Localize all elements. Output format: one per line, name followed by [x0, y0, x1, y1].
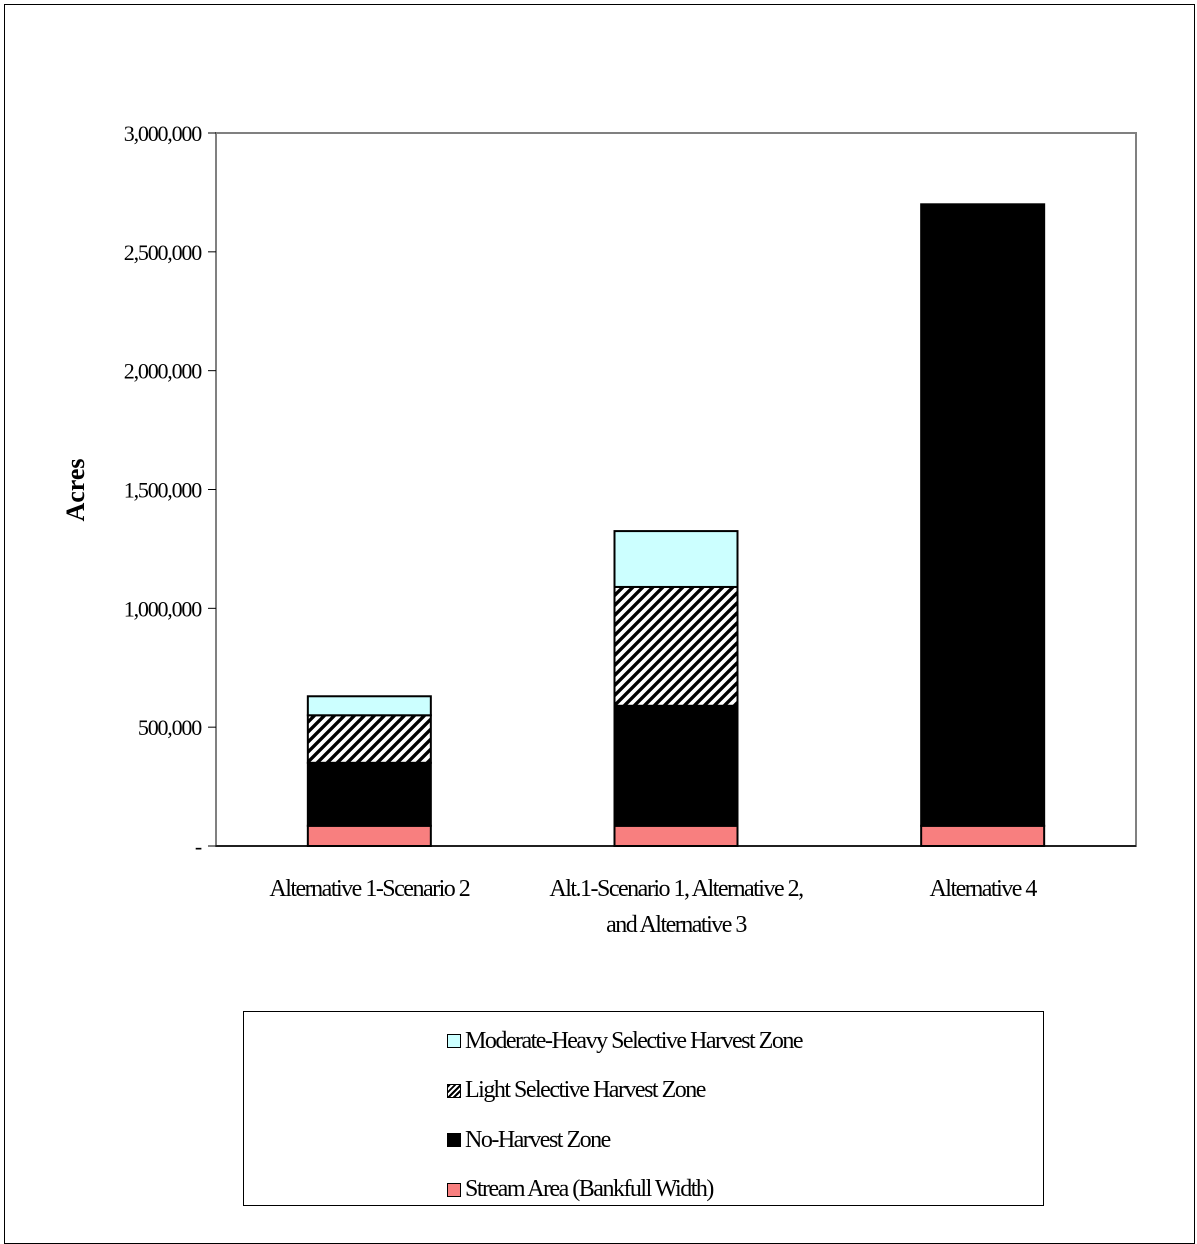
legend-item: Moderate-Heavy Selective Harvest Zone [447, 1026, 804, 1056]
legend-item: Stream Area (Bankfull Width) [447, 1175, 714, 1205]
legend-label: Light Selective Harvest Zone [465, 1077, 706, 1103]
bar-segment-no-harvest-zone [920, 203, 1046, 827]
y-tick-label: 1,500,000 [124, 478, 202, 503]
bar-segment-light-selective-harvest-zone [306, 714, 432, 764]
bar-segment-light-selective-harvest-zone [613, 585, 739, 707]
y-axis-label: Acres [61, 458, 90, 521]
x-category-label: Alt.1-Scenario 1, Alternative 2, [549, 876, 803, 902]
bar-segment-stream-area-bankfull-width [306, 824, 432, 848]
bar-segment-moderate-heavy-selective-harvest-zone [306, 695, 432, 717]
legend: Moderate-Heavy Selective Harvest Zone Lig… [243, 1011, 1044, 1206]
y-tick-label: 1,000,000 [124, 596, 202, 621]
legend-swatch [447, 1034, 461, 1048]
bar-segment-no-harvest-zone [613, 704, 739, 827]
bar-segment-stream-area-bankfull-width [920, 824, 1046, 848]
legend-item: Light Selective Harvest Zone [447, 1076, 706, 1106]
x-category-label: Alternative 4 [929, 876, 1037, 902]
legend-item: No-Harvest Zone [447, 1125, 611, 1155]
stacked-bar-chart: - 500,000 1,000,000 1,500,000 2,000,000 2,500… [61, 121, 1137, 938]
y-tick-label: 2,000,000 [124, 359, 202, 384]
y-tick-label: - [195, 834, 202, 859]
legend-swatch [447, 1083, 461, 1098]
legend-label: No-Harvest Zone [465, 1126, 611, 1153]
legend-label: Moderate-Heavy Selective Harvest Zone [465, 1027, 804, 1054]
x-category-label: Alternative 1-Scenario 2 [269, 876, 469, 902]
bar-segment-stream-area-bankfull-width [613, 824, 739, 848]
y-tick-label: 3,000,000 [124, 121, 202, 146]
bar-segment-moderate-heavy-selective-harvest-zone [613, 530, 739, 588]
y-tick-label: 500,000 [138, 715, 202, 740]
legend-swatch [447, 1182, 461, 1197]
y-tick-label: 2,500,000 [124, 240, 202, 265]
legend-swatch [447, 1133, 461, 1147]
bar-segment-no-harvest-zone [306, 761, 432, 827]
legend-label: Stream Area (Bankfull Width) [465, 1176, 714, 1202]
x-category-label: and Alternative 3 [606, 912, 747, 938]
